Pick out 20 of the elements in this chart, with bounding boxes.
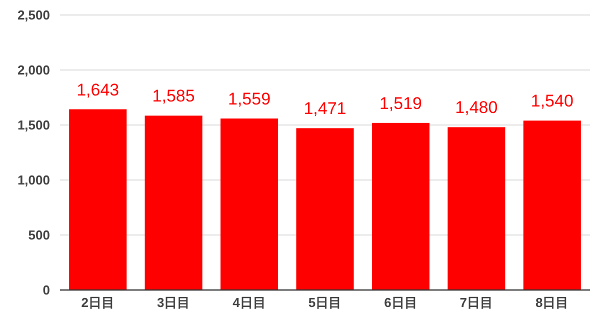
- data-label: 1,519: [379, 94, 422, 113]
- y-tick-label: 0: [42, 282, 50, 298]
- y-tick-label: 1,500: [17, 118, 50, 132]
- x-tick-label: 8日目: [536, 295, 569, 310]
- x-tick-label: 3日目: [156, 295, 190, 310]
- x-tick-label: 2日目: [81, 295, 114, 310]
- y-tick-label: 1,000: [17, 172, 50, 188]
- x-tick-label: 6日目: [384, 295, 418, 310]
- data-label: 1,471: [304, 99, 346, 118]
- data-label: 1,559: [228, 90, 271, 109]
- data-label: 1,540: [530, 92, 574, 111]
- x-tick-label: 5日目: [308, 295, 342, 310]
- x-tick-label: 7日目: [460, 295, 494, 310]
- data-label: 1,585: [152, 86, 195, 106]
- x-tick-label: 4日目: [232, 295, 266, 310]
- data-label: 1,480: [455, 98, 498, 118]
- data-label: 1,643: [76, 80, 120, 100]
- y-tick-label: 500: [28, 228, 50, 242]
- y-tick-label: 2,500: [17, 8, 50, 22]
- y-tick-label: 2,000: [17, 62, 50, 78]
